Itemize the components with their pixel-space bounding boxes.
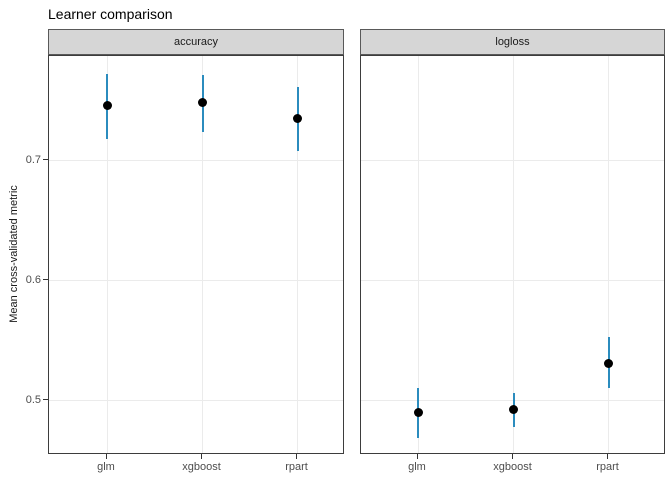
y-tick-label: 0.7 [25,153,41,166]
x-tick-label: rpart [596,461,619,473]
x-tick-mark [607,454,608,459]
data-point [604,359,613,369]
facet-strip-label: logloss [495,36,530,48]
gridline-vertical [608,56,609,453]
y-tick-label: 0.6 [25,273,41,286]
gridline-vertical [417,56,419,453]
x-tick-mark [201,454,202,459]
facet-strip-logloss: logloss [360,29,665,55]
data-point [293,113,302,123]
data-point [198,98,207,108]
gridline-vertical [202,56,203,453]
facet-strip-label: accuracy [173,36,219,48]
x-tick-label: rpart [285,461,308,473]
x-tick-label: glm [408,461,426,473]
data-point [509,404,518,414]
x-tick-mark [105,454,107,459]
data-point [413,408,423,418]
data-point [102,100,112,110]
y-tick-mark [43,279,48,281]
x-tick-label: glm [97,461,115,473]
facet-strip-accuracy: accuracy [48,29,344,55]
gridline-horizontal [361,280,664,282]
x-tick-mark [416,454,418,459]
gridline-vertical [297,56,298,453]
chart-title: Learner comparison [48,6,173,22]
y-tick-mark [43,399,48,401]
y-axis-title: Mean cross-validated metric [8,185,20,323]
gridline-horizontal [49,400,343,402]
gridline-horizontal [361,160,664,162]
facet-panel-logloss [360,55,665,454]
x-tick-mark [512,454,513,459]
x-tick-label: xgboost [182,461,221,473]
y-tick-mark [43,159,48,161]
gridline-horizontal [49,280,343,282]
gridline-horizontal [49,160,343,162]
x-tick-label: xgboost [493,461,532,473]
y-tick-label: 0.5 [25,393,41,406]
gridline-vertical [106,56,108,453]
x-tick-mark [296,454,297,459]
facet-panel-accuracy [48,55,344,454]
gridline-vertical [513,56,514,453]
